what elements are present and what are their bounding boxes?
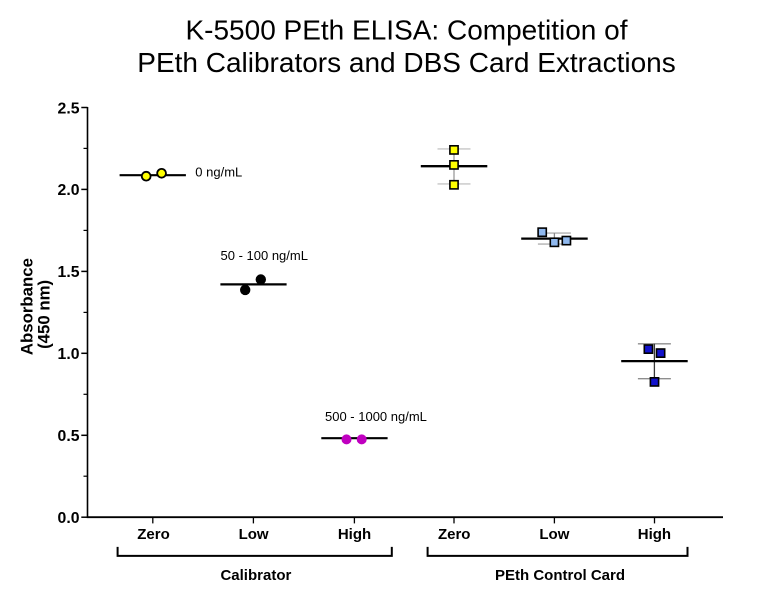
svg-text:(450 nm): (450 nm) bbox=[34, 280, 53, 349]
svg-text:High: High bbox=[338, 526, 371, 543]
svg-text:Low: Low bbox=[239, 526, 269, 543]
svg-text:Zero: Zero bbox=[438, 526, 471, 543]
svg-text:50 - 100 ng/mL: 50 - 100 ng/mL bbox=[221, 248, 308, 263]
svg-text:PEth Calibrators and DBS Card: PEth Calibrators and DBS Card Extraction… bbox=[137, 47, 675, 78]
svg-text:Zero: Zero bbox=[137, 526, 170, 543]
svg-text:0 ng/mL: 0 ng/mL bbox=[195, 165, 242, 180]
svg-text:0.0: 0.0 bbox=[58, 510, 80, 527]
svg-text:0.5: 0.5 bbox=[58, 428, 80, 445]
svg-text:2.0: 2.0 bbox=[58, 182, 80, 199]
svg-text:PEth Control Card: PEth Control Card bbox=[495, 567, 625, 584]
svg-text:K-5500 PEth ELISA: Competition: K-5500 PEth ELISA: Competition of bbox=[185, 15, 627, 46]
svg-text:1.0: 1.0 bbox=[58, 346, 80, 363]
svg-text:Calibrator: Calibrator bbox=[220, 567, 291, 584]
svg-text:1.5: 1.5 bbox=[58, 264, 80, 281]
svg-text:Absorbance: Absorbance bbox=[17, 258, 36, 355]
svg-text:High: High bbox=[638, 526, 671, 543]
svg-text:500 - 1000 ng/mL: 500 - 1000 ng/mL bbox=[325, 409, 427, 424]
svg-text:Low: Low bbox=[539, 526, 569, 543]
svg-text:2.5: 2.5 bbox=[58, 100, 80, 117]
